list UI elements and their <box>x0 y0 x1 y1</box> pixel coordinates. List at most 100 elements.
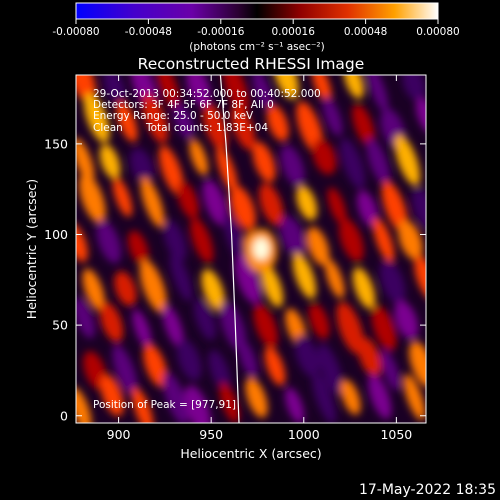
heatmap-blob <box>264 346 286 386</box>
heatmap-blob <box>340 379 361 415</box>
heatmap-blob <box>184 385 212 423</box>
heatmap-blob <box>252 75 273 109</box>
heatmap-blob <box>139 259 167 313</box>
x-tick-label: 900 <box>107 427 131 442</box>
y-tick-label: 0 <box>60 408 68 423</box>
y-tick-label: 100 <box>44 227 68 242</box>
colorbar-tick-label: 0.00048 <box>344 26 387 38</box>
footer-date: 17-May-2022 18:35 <box>358 482 496 498</box>
heatmap-blob <box>294 334 320 377</box>
heatmap-blob <box>234 254 262 304</box>
heatmap-blob <box>216 146 238 193</box>
heatmap-layer <box>76 75 426 423</box>
heatmap-blob <box>343 75 364 99</box>
heatmap-blob <box>112 177 133 217</box>
heatmap-blob <box>76 297 95 339</box>
heatmap-blob <box>169 252 193 302</box>
heatmap-blob <box>176 339 202 381</box>
colorbar-tick-label: -0.00080 <box>52 26 99 38</box>
heatmap-blob <box>312 75 332 104</box>
colorbar-tick-label: 0.00016 <box>271 26 315 38</box>
heatmap-blob <box>352 103 375 147</box>
heatmap-blob <box>339 138 366 189</box>
heatmap-blob <box>381 181 408 233</box>
heatmap-blob <box>325 259 345 299</box>
x-axis-label: Heliocentric X (arcsec) <box>180 446 321 461</box>
heatmap-blob <box>140 177 165 228</box>
plot-area: 900 950 1000 1050 0 50 100 150 29-Oct-2013 00:3… <box>44 74 427 442</box>
heatmap-blob <box>116 100 138 143</box>
heatmap-blob <box>402 75 426 101</box>
heatmap-blob <box>403 374 426 421</box>
y-axis-label: Heliocentric Y (arcsec) <box>24 179 39 319</box>
heatmap-blob <box>162 372 189 423</box>
heatmap-blob <box>312 372 336 423</box>
colorbar-gradient <box>75 2 439 20</box>
heatmap-blob <box>128 230 149 266</box>
colorbar-tick-label: 0.00080 <box>416 26 459 38</box>
heatmap-blob <box>411 187 426 231</box>
heatmap-blob <box>223 212 247 264</box>
heatmap-blob <box>131 387 154 423</box>
heatmap-blob <box>280 145 305 187</box>
heatmap-blob <box>112 344 138 396</box>
heatmap-blob <box>368 374 392 420</box>
heatmap-blob <box>219 301 247 352</box>
annotation-method: Clean <box>93 122 123 134</box>
heatmap-blob <box>173 102 194 140</box>
heatmap-blob <box>260 264 284 308</box>
heatmap-blob <box>142 92 168 144</box>
heatmap-blob <box>414 255 426 301</box>
heatmap-blob <box>336 301 365 355</box>
heatmap-blob <box>379 260 406 305</box>
heatmap-blob <box>132 309 152 349</box>
heatmap-blob <box>96 219 122 264</box>
heatmap-blob <box>162 304 184 348</box>
heatmap-blob <box>284 387 305 423</box>
heatmap-blob <box>189 138 209 176</box>
heatmap-blob <box>163 219 187 262</box>
heatmap-blob <box>327 187 347 225</box>
heatmap-blob <box>229 185 256 231</box>
heatmap-blob <box>83 92 110 143</box>
heatmap-blob <box>76 222 88 263</box>
heatmap-blob <box>237 339 258 378</box>
x-tick-label: 1050 <box>380 427 412 442</box>
heatmap-blob <box>312 138 337 175</box>
heatmap-blob <box>114 271 137 307</box>
heatmap-blob <box>352 267 376 309</box>
heatmap-blob <box>394 134 421 186</box>
heatmap-peak-core <box>253 237 270 260</box>
colorbar: -0.00080 -0.00048 -0.00016 0.00016 0.00048 0.… <box>52 2 460 53</box>
heatmap-blob <box>99 302 124 343</box>
heatmap-blob <box>158 145 184 196</box>
heatmap-blob <box>245 377 268 418</box>
y-tick-label: 50 <box>52 318 68 333</box>
plot-frame <box>75 74 427 424</box>
heatmap-blob <box>357 337 382 377</box>
heatmap-blob <box>76 137 95 183</box>
heatmap-blob <box>394 300 419 340</box>
colorbar-tick-label: -0.00016 <box>197 26 245 38</box>
x-tick-label: 950 <box>199 427 223 442</box>
heatmap-blob <box>366 138 391 186</box>
x-tick-label: 1000 <box>288 427 320 442</box>
heatmap-blob <box>76 75 96 104</box>
annotation-energy-range: Energy Range: 25.0 - 50.0 keV <box>93 110 254 122</box>
heatmap-blob <box>339 218 364 262</box>
heatmap-blob <box>222 75 249 114</box>
heatmap-blob <box>186 75 211 107</box>
heatmap-blob <box>273 75 299 100</box>
heatmap-blob <box>409 340 426 388</box>
heatmap-blob <box>129 147 154 185</box>
heatmap-blob <box>252 141 276 183</box>
heatmap-blob <box>306 226 330 266</box>
heatmap-blob <box>317 343 344 396</box>
heatmap-blob <box>190 217 214 264</box>
heatmap-blob <box>398 219 423 261</box>
heatmap-blob <box>201 268 225 311</box>
heatmap-blob <box>202 103 228 151</box>
heatmap-blob <box>279 215 306 258</box>
annotation-total-counts: Total counts: 1.83E+04 <box>145 122 268 134</box>
heatmap-blob <box>356 190 379 228</box>
